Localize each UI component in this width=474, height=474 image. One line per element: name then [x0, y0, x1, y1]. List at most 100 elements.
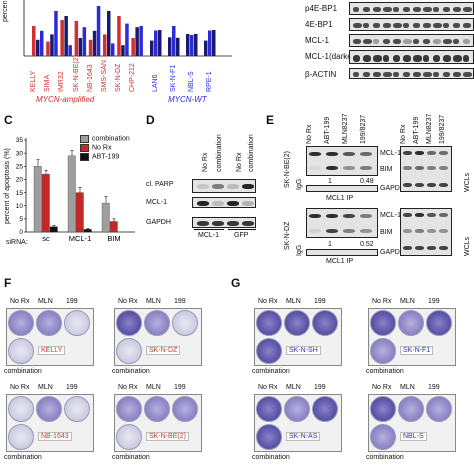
panel-a-bar	[131, 38, 135, 56]
colony-plate	[116, 424, 142, 450]
panel-d-blot	[192, 179, 256, 193]
cell-line-label: SK-N-DZ	[146, 346, 181, 355]
panel-a-bar	[96, 6, 101, 56]
panel-b-band	[413, 38, 419, 44]
colony-plate	[116, 338, 142, 364]
panel-b-band	[353, 38, 361, 44]
colony-plate	[172, 310, 198, 336]
e-bot-ip-label: MCL1 IP	[326, 258, 354, 265]
panel-e-band	[415, 213, 424, 217]
panel-e-band	[415, 151, 424, 155]
panel-a-bar	[36, 39, 40, 56]
panel-a-bar	[208, 30, 212, 56]
colony-plate	[64, 396, 90, 422]
combination-label: combination	[366, 368, 404, 375]
panel-d-band	[212, 184, 224, 189]
panel-a-cell-label: SK-N-DZ	[115, 63, 123, 92]
panel-b-band	[393, 71, 399, 77]
e-top-ip-row-2: BIM	[380, 166, 393, 173]
treatment-label: No Rx	[118, 298, 138, 305]
panel-a-bar	[54, 11, 58, 56]
panel-c-bar	[41, 174, 50, 233]
panel-c-legend-item: No Rx	[80, 139, 111, 157]
colony-plate	[256, 424, 282, 450]
panel-a-bar	[50, 34, 54, 56]
panel-e-lane-label: 199/8237	[439, 114, 446, 144]
panel-c-legend-swatch	[80, 143, 89, 152]
panel-e-lane-label: ABT-199	[324, 116, 331, 144]
panel-b-band	[353, 6, 359, 12]
panel-b-band	[393, 22, 402, 28]
panel-e-band	[343, 166, 355, 170]
panel-a-bar	[103, 34, 107, 56]
panel-a-bar	[46, 41, 50, 56]
treatment-label: 199	[66, 298, 78, 305]
panel-c-bar	[101, 202, 110, 233]
panel-b-band	[403, 71, 410, 77]
panel-e-band	[439, 151, 448, 155]
colony-plate	[370, 396, 396, 422]
cell-line-label: SK-N-AS	[286, 432, 321, 441]
treatment-label: 199	[428, 384, 440, 391]
colony-plate	[116, 310, 142, 336]
colony-plate	[256, 338, 282, 364]
panel-d-blot	[192, 217, 256, 228]
panel-d-lane-label: No Rx	[236, 152, 243, 172]
e-top-ip-row-1: MCL-1	[380, 150, 402, 157]
panel-a-chart	[23, 0, 232, 57]
panel-b-band	[463, 22, 471, 28]
colony-plate	[172, 396, 198, 422]
panel-a-bar	[186, 34, 190, 56]
treatment-label: 199	[174, 298, 186, 305]
panel-c-bar	[83, 229, 92, 233]
panel-e-band	[360, 214, 372, 218]
e-top-gapdh-label: GAPDH	[380, 185, 405, 192]
treatment-label: 199	[174, 384, 186, 391]
panel-e-band	[439, 246, 448, 250]
cell-line-label: SK-N-BE(2)	[146, 432, 189, 441]
panel-f: No Rx MLN 199 combination KELLY No Rx MLN 199 co…	[0, 288, 222, 474]
panel-b-band	[373, 22, 380, 28]
combination-label: combination	[366, 454, 404, 461]
e-top-wcls: WCLs	[464, 172, 471, 192]
panel-e-band	[427, 229, 436, 233]
colony-plate	[370, 424, 396, 450]
panel-e-band	[415, 183, 424, 187]
panel-e-lane-label: No Rx	[306, 124, 313, 144]
e-bot-val-2: 0.52	[360, 241, 374, 248]
colony-plate	[370, 310, 396, 336]
colony-plate	[8, 396, 34, 422]
d-group-mcl1: MCL-1	[198, 232, 220, 239]
colony-plate	[256, 396, 282, 422]
treatment-label: MLN	[286, 298, 301, 305]
panel-b-band	[433, 55, 440, 62]
colony-plate	[426, 310, 452, 336]
panel-b-blot	[349, 18, 474, 31]
panel-b-band	[393, 38, 401, 44]
colony-plate	[64, 310, 90, 336]
panel-d-band	[197, 184, 209, 189]
panel-e-band	[403, 166, 412, 170]
panel-b-band	[443, 55, 451, 62]
panel-e-letter: E	[266, 113, 275, 127]
panel-b-band	[423, 38, 430, 44]
panel-b-row-label: 4E-BP1	[305, 20, 333, 29]
panel-c-ytick-label: 5	[19, 216, 23, 223]
colony-plate	[398, 310, 424, 336]
colony-plate	[284, 310, 310, 336]
panel-g: No Rx MLN 199 combination SK-N-SH No Rx MLN 199…	[232, 288, 474, 474]
panel-e-band	[403, 183, 412, 187]
panel-b-band	[433, 6, 439, 12]
panel-b-band	[383, 22, 391, 28]
panel-d-lane-label: combination	[216, 134, 223, 172]
panel-a-cell-label: IMR32	[58, 71, 66, 92]
panel-b-band	[453, 38, 459, 44]
panel-e-band	[309, 229, 321, 233]
e-top-igg: IgG	[296, 178, 303, 190]
panel-b-band	[363, 71, 370, 77]
panel-c-bar	[67, 155, 76, 233]
panel-e-band	[360, 166, 372, 170]
colony-plate	[256, 310, 282, 336]
d-group-line-1	[194, 229, 224, 230]
combination-label: combination	[112, 454, 150, 461]
